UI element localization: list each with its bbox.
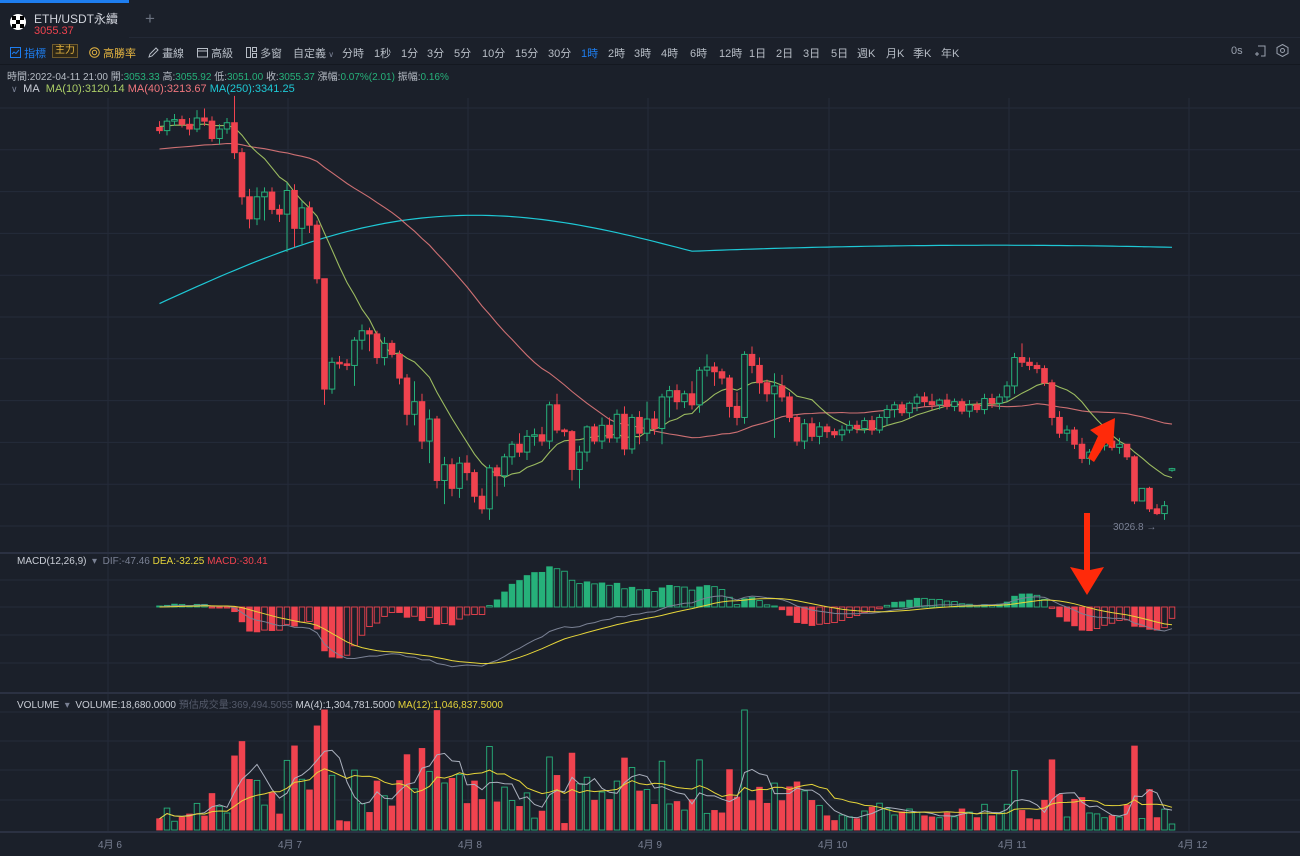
volume-legend: VOLUME ▾ VOLUME:18,680.0000 預估成交量:369,49… — [17, 700, 503, 711]
add-window-icon[interactable] — [1254, 45, 1266, 57]
timeframe-15[interactable]: 2日 — [776, 48, 794, 60]
dif-line — [159, 595, 1173, 668]
collapse-chevron-icon[interactable]: ∨ — [11, 84, 21, 94]
ma-legend: ∨ MA MA(10):3120.14 MA(40):3213.67 MA(25… — [11, 83, 295, 95]
exchange-logo-icon — [10, 14, 26, 30]
settings-icon[interactable] — [1276, 44, 1289, 57]
timeframe-21[interactable]: 年K — [941, 48, 960, 60]
multi-window-button[interactable]: 多窗 — [246, 45, 282, 61]
macd-legend: MACD(12,26,9) ▾ DIF:-47.46 DEA:-32.25 MA… — [17, 556, 268, 567]
macd-dropdown-icon[interactable]: ▾ — [89, 556, 100, 567]
tab-bar: ETH/USDT永續 3055.37 + — [0, 0, 1300, 38]
tab-price: 3055.37 — [34, 25, 74, 37]
timeframe-11[interactable]: 4時 — [661, 48, 679, 60]
timeframe-13[interactable]: 12時 — [719, 48, 743, 60]
toolbar: 指標 主力 高勝率 畫線 高級 多窗 自定義 ∨ 分時 1秒 1分 3分 5分 10分 15… — [0, 39, 1300, 65]
lowest-price-marker: 3026.8 → — [1113, 522, 1157, 533]
chevron-down-icon: ∨ — [326, 50, 335, 59]
timeframe-6[interactable]: 15分 — [515, 48, 539, 60]
timeframe-14[interactable]: 1日 — [749, 48, 767, 60]
window-icon — [197, 48, 208, 58]
chart-line-icon — [10, 47, 21, 58]
high-win-rate-button[interactable]: 高勝率 — [89, 45, 136, 61]
timeframe-3[interactable]: 3分 — [427, 48, 445, 60]
timeframe-7[interactable]: 30分 — [548, 48, 572, 60]
timeframe-5[interactable]: 10分 — [482, 48, 506, 60]
indicators-button[interactable]: 指標 — [10, 45, 46, 61]
annotation-arrow-up-icon — [1088, 418, 1115, 462]
x-tick-label: 4月 7 — [278, 840, 302, 851]
timeframe-0[interactable]: 分時 — [342, 48, 364, 60]
volume-dropdown-icon[interactable]: ▾ — [62, 700, 73, 711]
timeframe-16[interactable]: 3日 — [803, 48, 821, 60]
advanced-button[interactable]: 高級 — [197, 45, 233, 61]
timeframe-20[interactable]: 季K — [913, 48, 932, 60]
x-tick-label: 4月 9 — [638, 840, 662, 851]
tab-symbol: ETH/USDT永續 — [34, 12, 119, 26]
dea-line — [159, 597, 1173, 665]
target-icon — [89, 47, 100, 58]
timeframe-12[interactable]: 6時 — [690, 48, 708, 60]
timeframe-17[interactable]: 5日 — [831, 48, 849, 60]
ma10-line — [159, 123, 1173, 479]
pencil-icon — [148, 47, 159, 58]
timeframe-9[interactable]: 2時 — [608, 48, 626, 60]
x-tick-label: 4月 8 — [458, 840, 482, 851]
ohlc-info: 時間:2022-04-11 21:00 開:3053.33 高:3055.92 … — [7, 72, 449, 83]
timeframe-8[interactable]: 1時 — [581, 48, 599, 60]
annotation-arrow-down-icon — [1070, 513, 1104, 595]
ma40-line — [159, 142, 1173, 439]
timeframe-1[interactable]: 1秒 — [374, 48, 392, 60]
main-force-badge[interactable]: 主力 — [52, 44, 78, 58]
draw-button[interactable]: 畫線 — [148, 45, 184, 61]
timeframe-18[interactable]: 週K — [857, 48, 876, 60]
x-tick-label: 4月 6 — [98, 840, 122, 851]
more-menu-icon[interactable]: ⋮ — [1296, 44, 1300, 55]
timeframe-4[interactable]: 5分 — [454, 48, 472, 60]
countdown: 0s — [1231, 45, 1243, 57]
x-tick-label: 4月 12 — [1178, 840, 1208, 851]
timeframe-2[interactable]: 1分 — [401, 48, 419, 60]
multi-window-icon — [246, 47, 257, 58]
volume-ma12-line — [159, 768, 1173, 820]
timeframe-19[interactable]: 月K — [886, 48, 905, 60]
x-tick-label: 4月 10 — [818, 840, 848, 851]
add-tab-button[interactable]: + — [145, 9, 155, 28]
volume-ma4-line — [159, 749, 1173, 820]
timeframe-10[interactable]: 3時 — [634, 48, 652, 60]
custom-dropdown[interactable]: 自定義 ∨ — [293, 48, 335, 60]
ma250-line — [159, 214, 1173, 305]
tab-eth-usdt[interactable]: ETH/USDT永續 3055.37 — [0, 0, 129, 38]
x-tick-label: 4月 11 — [998, 840, 1027, 851]
